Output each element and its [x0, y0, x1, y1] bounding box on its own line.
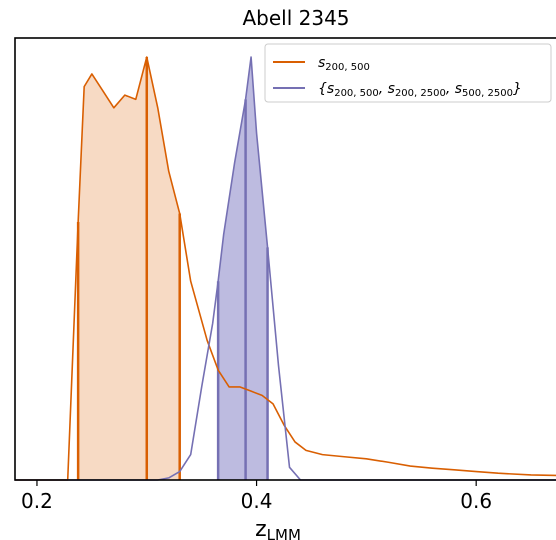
- series-2-line: [15, 56, 556, 481]
- legend-label-1: s200, 500: [318, 55, 370, 73]
- x-axis-label-main: z: [255, 517, 267, 540]
- plot-frame: [14, 37, 556, 481]
- x-axis-label: zLMM: [255, 517, 301, 540]
- legend: s200, 500{s200, 500, s200, 2500, s500, 2…: [264, 43, 552, 103]
- series-1-fill-area: [78, 57, 180, 480]
- series-1-line: [15, 56, 556, 481]
- x-axis: 0.2 0.4 0.6: [21, 480, 492, 513]
- legend-1-part-1: s: [318, 55, 325, 71]
- plot-markers: [76, 57, 269, 480]
- legend-box: [264, 43, 552, 103]
- x-tick-label-1: 0.2: [21, 489, 53, 513]
- plot-lines: [15, 56, 556, 481]
- legend-2-sub-3: 500, 2500: [462, 88, 513, 99]
- legend-2-part-3: , s: [446, 81, 462, 97]
- x-tick-label-3: 0.6: [460, 489, 492, 513]
- legend-2-sub-1: 200, 500: [334, 88, 379, 99]
- legend-2-sub-2: 200, 2500: [395, 88, 446, 99]
- legend-2-part-1: {s: [318, 81, 334, 97]
- legend-2-part-4: }: [513, 81, 522, 97]
- legend-label-2: {s200, 500, s200, 2500, s500, 2500}: [318, 81, 522, 99]
- chart-title: Abell 2345: [242, 6, 349, 30]
- plot-fills: [78, 57, 268, 480]
- legend-1-sub-1: 200, 500: [325, 62, 370, 73]
- x-tick-label-2: 0.4: [241, 489, 273, 513]
- x-axis-label-sub: LMM: [267, 526, 301, 540]
- series-2-fill-area: [218, 57, 268, 480]
- legend-2-part-2: , s: [379, 81, 395, 97]
